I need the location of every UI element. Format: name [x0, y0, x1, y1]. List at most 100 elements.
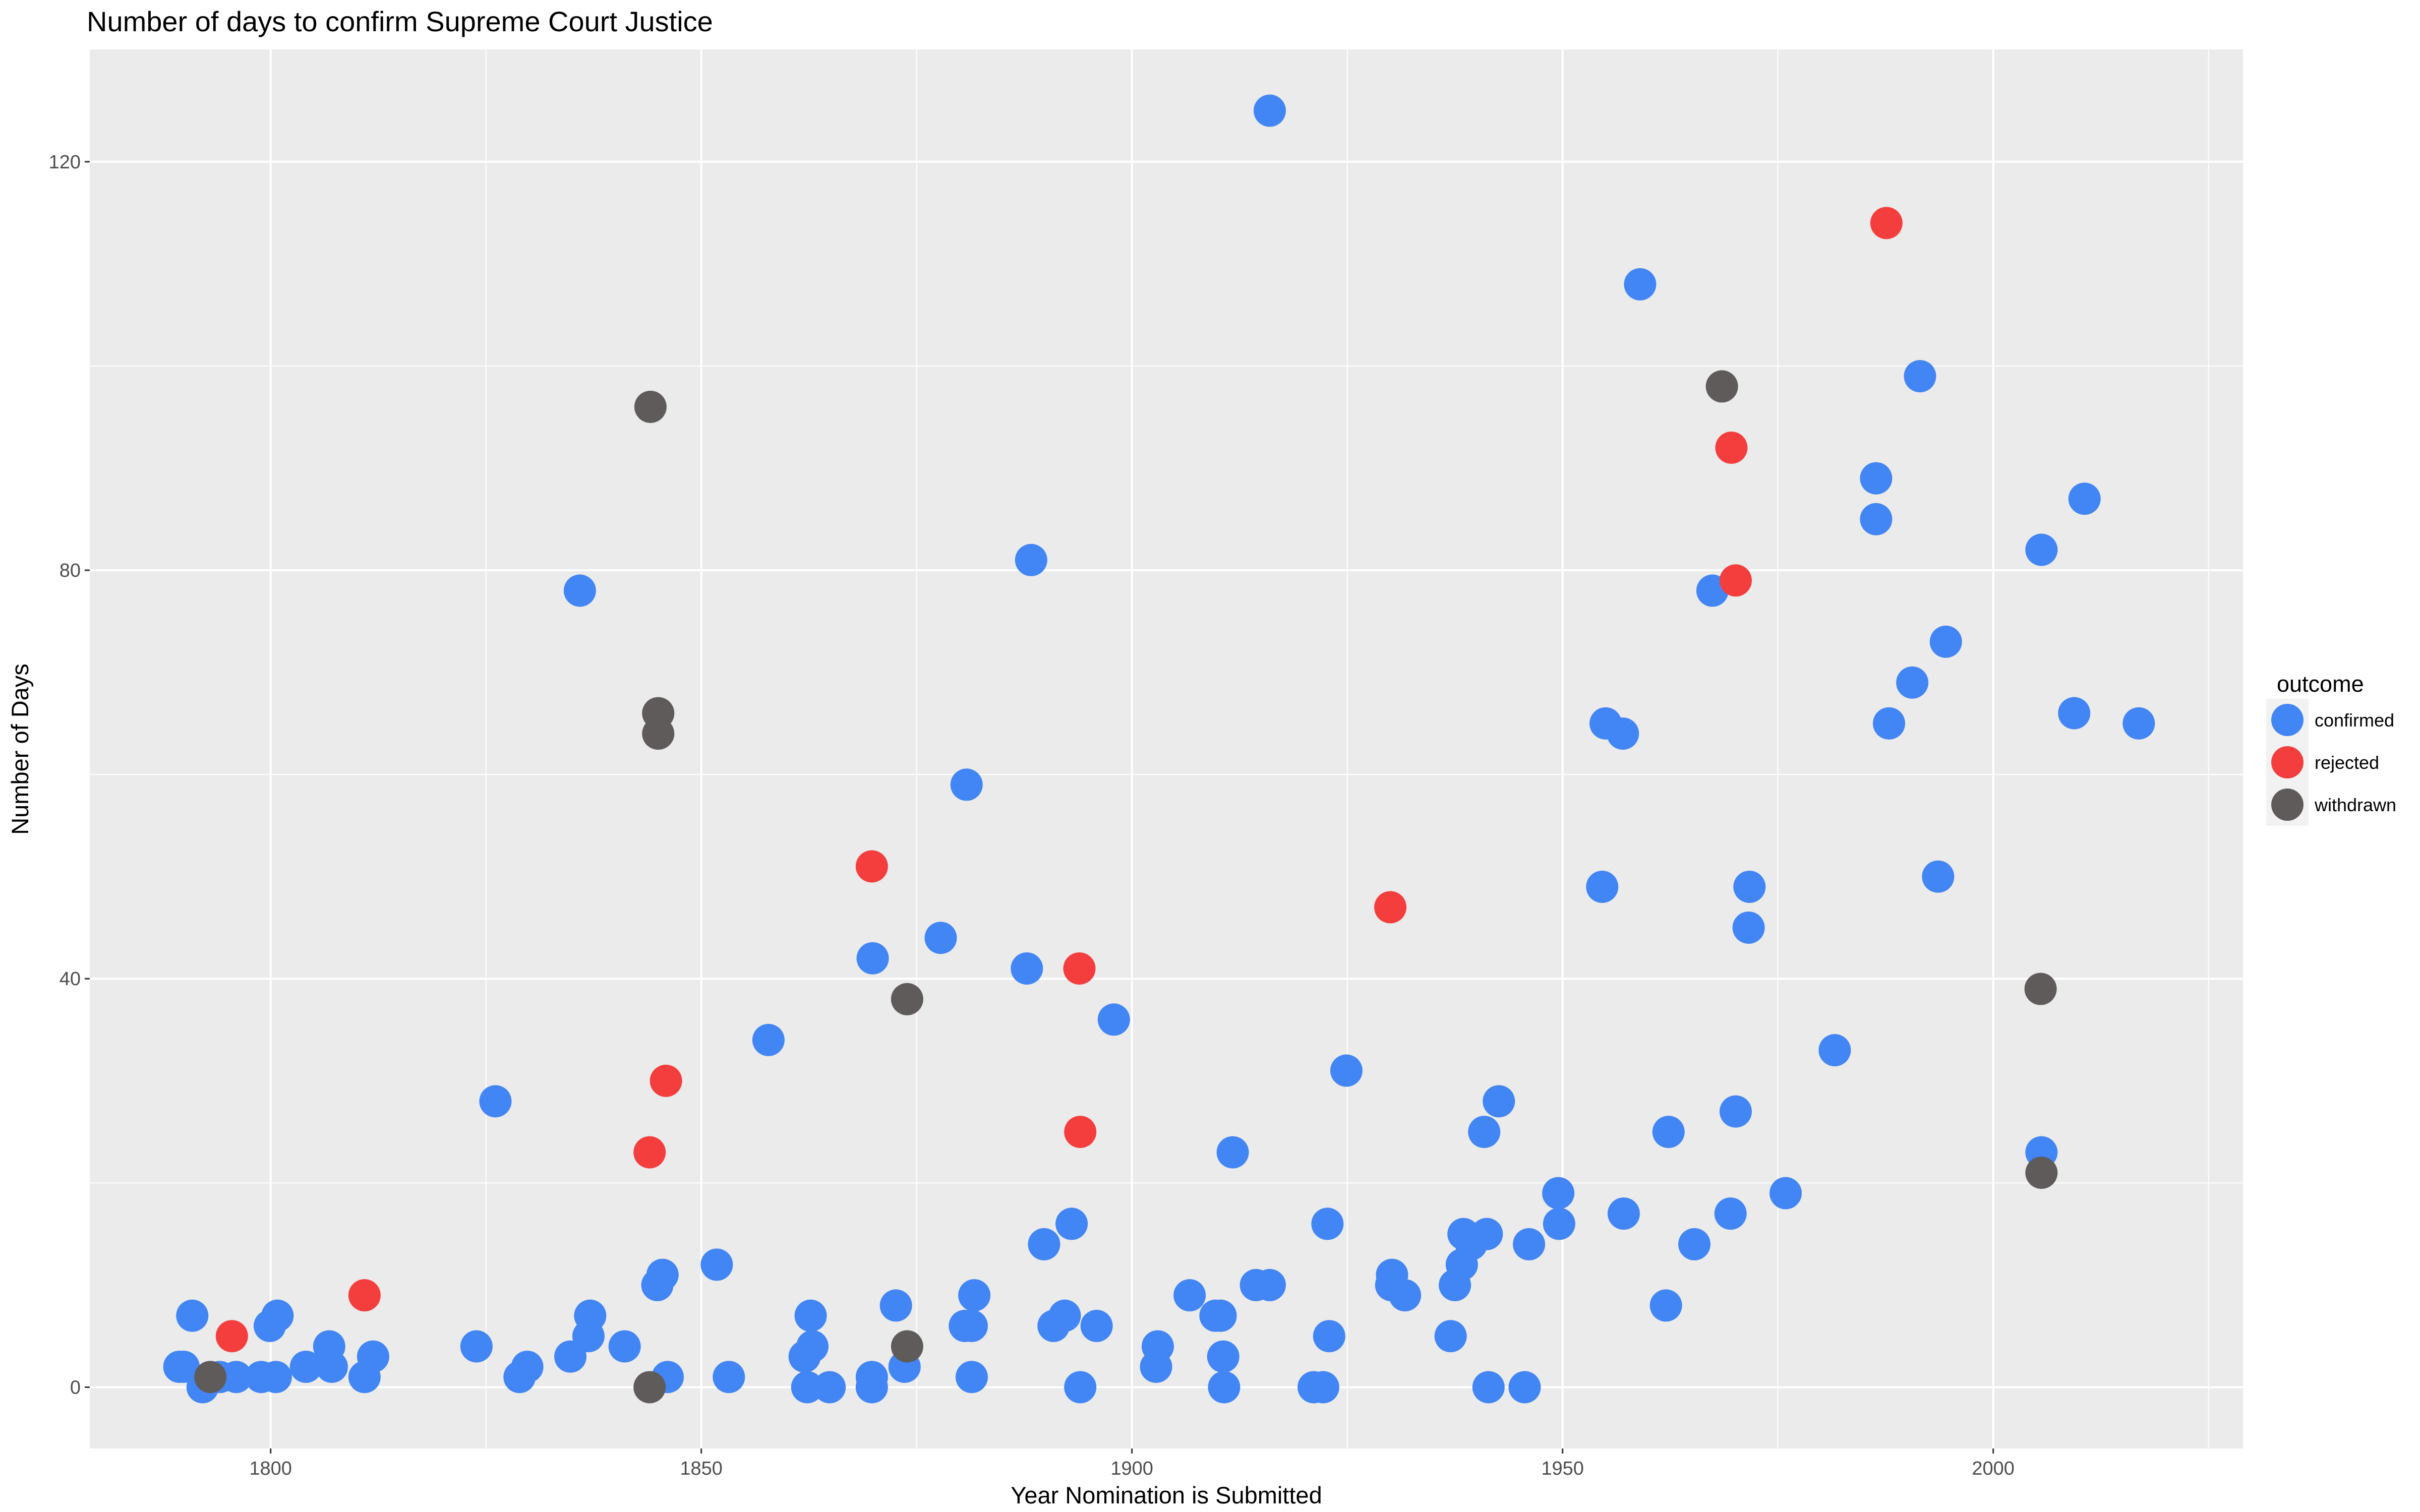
point-withdrawn: [891, 983, 923, 1015]
point-confirmed: [1873, 707, 1906, 740]
point-confirmed: [1586, 870, 1619, 903]
point-confirmed: [1048, 1299, 1081, 1332]
grid-lines: [90, 49, 2243, 1448]
point-rejected: [348, 1279, 381, 1312]
point-confirmed: [1607, 1197, 1640, 1230]
y-axis-ticks: 0 40 80 120: [49, 152, 90, 1398]
point-confirmed: [1015, 543, 1047, 576]
point-confirmed: [2122, 707, 2155, 740]
y-tick-label: 120: [49, 152, 81, 173]
point-confirmed: [1208, 1371, 1241, 1404]
point-confirmed: [794, 1299, 827, 1332]
point-confirmed: [1922, 860, 1955, 893]
legend-label-withdrawn: withdrawn: [2314, 795, 2396, 815]
point-confirmed: [856, 942, 889, 975]
point-confirmed: [855, 1371, 888, 1404]
point-confirmed: [1860, 503, 1893, 535]
point-confirmed: [315, 1350, 348, 1383]
point-rejected: [855, 850, 888, 883]
point-confirmed: [176, 1299, 209, 1332]
point-confirmed: [1470, 1218, 1503, 1250]
point-confirmed: [1097, 1003, 1130, 1036]
point-confirmed: [924, 922, 957, 954]
point-confirmed: [1860, 462, 1893, 495]
point-withdrawn: [642, 717, 675, 750]
point-confirmed: [879, 1289, 912, 1322]
point-confirmed: [2025, 533, 2058, 566]
point-confirmed: [1543, 1207, 1575, 1240]
point-confirmed: [796, 1330, 829, 1363]
point-rejected: [215, 1320, 248, 1353]
point-confirmed: [608, 1330, 641, 1363]
point-confirmed: [955, 1309, 988, 1342]
point-confirmed: [460, 1330, 493, 1363]
point-confirmed: [1649, 1289, 1682, 1322]
legend-key-withdrawn: [2271, 789, 2304, 821]
point-confirmed: [1513, 1228, 1546, 1260]
point-withdrawn: [194, 1361, 227, 1394]
x-tick-label: 1900: [1110, 1458, 1153, 1479]
y-tick-label: 40: [60, 969, 81, 990]
point-rejected: [1374, 891, 1407, 924]
point-withdrawn: [2024, 973, 2057, 1005]
point-confirmed: [713, 1361, 745, 1394]
point-confirmed: [1732, 911, 1765, 944]
point-confirmed: [1173, 1279, 1206, 1312]
legend: outcome confirmed rejected withdrawn: [2266, 671, 2396, 826]
point-withdrawn: [633, 1371, 666, 1404]
x-tick-label: 1950: [1541, 1458, 1584, 1479]
data-points: [163, 94, 2155, 1404]
point-rejected: [633, 1136, 666, 1169]
x-axis-title: Year Nomination is Submitted: [1011, 1482, 1322, 1508]
legend-items: confirmed rejected withdrawn: [2266, 699, 2396, 826]
y-tick-label: 80: [60, 560, 81, 581]
point-confirmed: [1253, 94, 1286, 127]
point-confirmed: [1011, 952, 1043, 985]
point-confirmed: [1719, 1095, 1752, 1128]
point-confirmed: [167, 1350, 200, 1383]
point-confirmed: [1055, 1207, 1088, 1240]
point-confirmed: [752, 1023, 785, 1056]
x-axis-ticks: 1800 1850 1900 1950 2000: [249, 1448, 2015, 1479]
point-confirmed: [1652, 1116, 1685, 1148]
point-confirmed: [1307, 1371, 1339, 1404]
point-rejected: [650, 1064, 682, 1097]
point-confirmed: [958, 1279, 991, 1312]
point-withdrawn: [634, 390, 667, 423]
point-confirmed: [357, 1340, 389, 1373]
y-tick-label: 0: [70, 1377, 81, 1398]
point-confirmed: [791, 1371, 823, 1404]
point-withdrawn: [891, 1330, 923, 1363]
point-confirmed: [2068, 482, 2101, 515]
legend-label-rejected: rejected: [2315, 752, 2379, 773]
y-axis-title: Number of Days: [7, 663, 33, 835]
point-confirmed: [955, 1361, 988, 1394]
point-confirmed: [1542, 1177, 1575, 1209]
point-confirmed: [1253, 1268, 1286, 1301]
point-confirmed: [1607, 717, 1639, 750]
point-confirmed: [1140, 1350, 1172, 1383]
point-confirmed: [1434, 1320, 1467, 1353]
point-confirmed: [1064, 1371, 1097, 1404]
point-rejected: [1870, 207, 1903, 239]
point-confirmed: [1389, 1279, 1422, 1312]
x-tick-label: 1800: [249, 1458, 292, 1479]
legend-title: outcome: [2277, 671, 2364, 697]
point-confirmed: [1624, 268, 1657, 300]
point-confirmed: [1216, 1136, 1249, 1169]
point-withdrawn: [2025, 1157, 2058, 1189]
legend-label-confirmed: confirmed: [2315, 710, 2394, 731]
point-confirmed: [479, 1085, 512, 1118]
point-rejected: [1715, 431, 1748, 464]
point-confirmed: [1508, 1371, 1541, 1404]
point-confirmed: [2058, 697, 2091, 730]
point-confirmed: [1313, 1320, 1345, 1353]
point-confirmed: [261, 1299, 294, 1332]
point-confirmed: [1904, 360, 1936, 393]
point-rejected: [1063, 952, 1096, 985]
point-confirmed: [1678, 1228, 1711, 1260]
point-confirmed: [646, 1258, 679, 1291]
point-confirmed: [1028, 1228, 1060, 1260]
point-confirmed: [1472, 1371, 1505, 1404]
